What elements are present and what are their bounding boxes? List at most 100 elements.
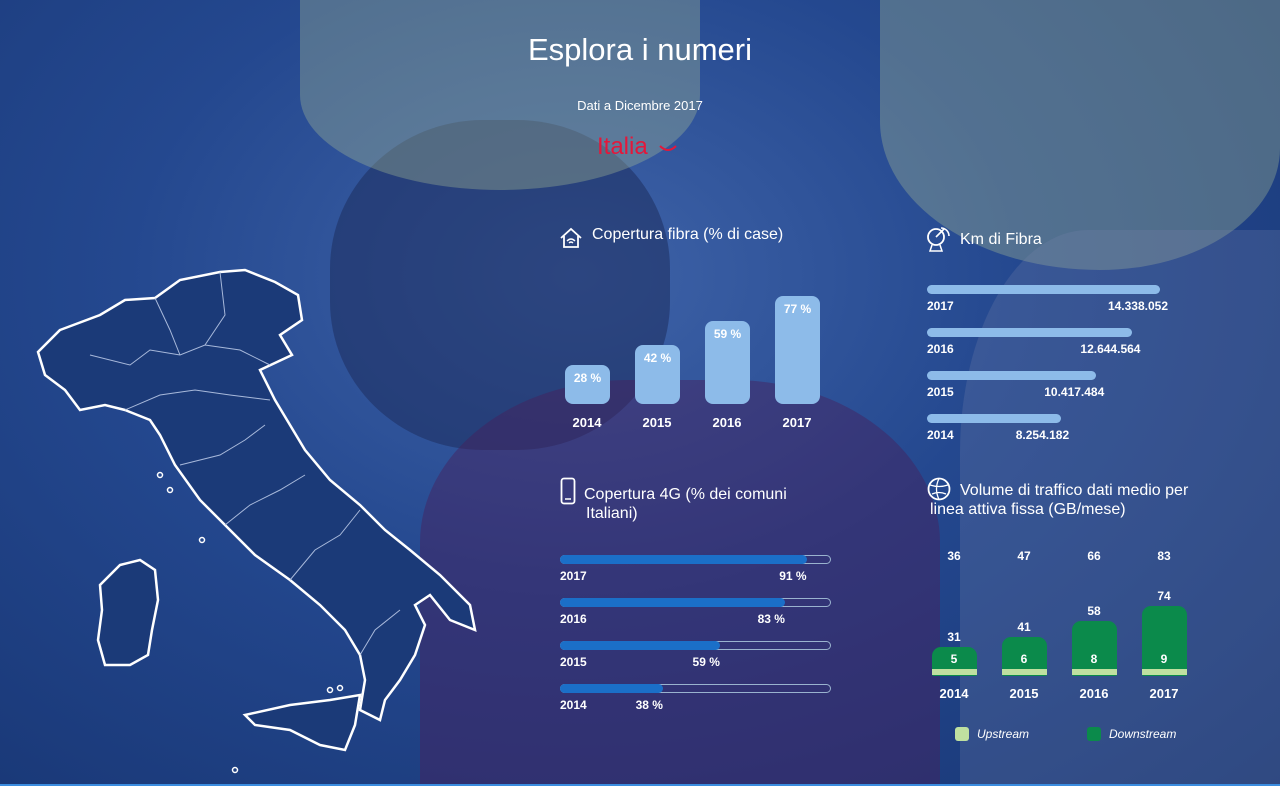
legend-downstream-label: Downstream — [1109, 727, 1177, 741]
traffic-year-label: 2015 — [1009, 686, 1039, 701]
fibra-year-label: 2014 — [572, 415, 602, 430]
traffic-upstream-bar — [1072, 669, 1117, 675]
coverage-4g-header: Copertura 4G (% dei comuni Italiani) — [560, 477, 787, 523]
km-fibra-bar — [927, 285, 1160, 294]
coverage-4g-title-line1: Copertura 4G (% dei comuni — [584, 486, 787, 503]
traffic-upstream-bar — [932, 669, 977, 675]
traffic-year-label: 2014 — [939, 686, 969, 701]
fibra-bar-label: 28 % — [573, 370, 602, 385]
km-fibra-year-label: 2016 — [927, 342, 954, 356]
coverage-4g-year-label: 2016 — [560, 612, 587, 626]
traffic-volume-header: Volume di traffico dati medio per linea … — [926, 476, 1188, 519]
traffic-year-label: 2016 — [1079, 686, 1109, 701]
traffic-upstream-label: 5 — [950, 652, 958, 666]
km-fibra-bar — [927, 414, 1062, 423]
km-fibra-year-label: 2017 — [927, 299, 954, 313]
km-fibra-value-label: 10.417.484 — [1044, 385, 1105, 399]
background-worker-right — [960, 230, 1280, 786]
island-dot — [231, 766, 239, 774]
traffic-total-label: 36 — [947, 549, 961, 563]
coverage-4g-bar — [560, 555, 807, 564]
background-worker-left — [330, 120, 670, 450]
island-dot — [198, 536, 206, 544]
coverage-4g-value-label: 59 % — [692, 655, 720, 669]
fibra-bar: 77 % — [775, 296, 820, 404]
km-fibra-header: Km di Fibra — [924, 225, 1042, 258]
traffic-upstream-bar — [1002, 669, 1047, 675]
island-dot — [326, 686, 334, 694]
coverage-4g-value-label: 83 % — [757, 612, 785, 626]
traffic-volume-title-line2: linea attiva fissa (GB/mese) — [930, 501, 1126, 518]
fibra-bar: 28 % — [565, 364, 610, 404]
smartphone-icon — [560, 477, 576, 510]
coverage-4g-bar — [560, 598, 785, 607]
page-title: Esplora i numeri — [528, 32, 752, 67]
traffic-volume-title-line1: Volume di traffico dati medio per — [960, 482, 1189, 499]
globe-icon — [926, 476, 952, 507]
km-fibra-year-label: 2014 — [927, 428, 954, 442]
coverage-4g-year-label: 2014 — [560, 698, 587, 712]
region-dropdown[interactable]: Italia — [597, 133, 678, 161]
italy-map[interactable] — [30, 260, 480, 780]
traffic-downstream-bar — [1072, 621, 1117, 676]
traffic-year-label: 2017 — [1149, 686, 1179, 701]
coverage-4g-bar — [560, 641, 720, 650]
legend-upstream-label: Upstream — [977, 727, 1030, 741]
km-fibra-bar — [927, 371, 1097, 380]
km-fibra-value-label: 14.338.052 — [1107, 299, 1168, 313]
sicily-shape — [242, 693, 362, 752]
km-fibra-value-label: 8.254.182 — [1015, 428, 1070, 442]
region-borders — [89, 271, 401, 656]
km-fibra-value-label: 12.644.564 — [1080, 342, 1141, 356]
background-shirt — [420, 380, 940, 786]
data-date-subtitle: Dati a Dicembre 2017 — [577, 98, 703, 113]
coverage-4g-value-label: 91 % — [779, 569, 807, 583]
fibra-coverage-title: Copertura fibra (% di case) — [592, 226, 784, 243]
traffic-downstream-label: 41 — [1017, 620, 1031, 635]
traffic-upstream-bar — [1142, 669, 1187, 675]
traffic-downstream-label: 31 — [947, 629, 961, 644]
island-dot — [166, 486, 174, 494]
fibra-bar-label: 59 % — [713, 327, 742, 342]
island-dot — [156, 471, 164, 479]
coverage-4g-year-label: 2017 — [560, 569, 587, 583]
km-fibra-year-label: 2015 — [927, 385, 954, 399]
legend-upstream-swatch — [955, 727, 969, 741]
traffic-total-label: 47 — [1017, 549, 1031, 563]
traffic-downstream-label: 74 — [1157, 589, 1171, 603]
traffic-upstream-label: 9 — [1160, 652, 1168, 666]
traffic-upstream-label: 8 — [1090, 652, 1098, 666]
traffic-downstream-label: 58 — [1087, 604, 1101, 619]
satellite-dish-icon — [924, 225, 952, 258]
coverage-4g-title-line2: Italiani) — [586, 505, 638, 522]
sardinia-shape — [96, 558, 160, 667]
coverage-4g-bar — [560, 684, 663, 693]
traffic-total-label: 66 — [1087, 549, 1101, 563]
fibra-bar: 42 % — [635, 345, 680, 404]
fibra-coverage-header: Copertura fibra (% di case) — [558, 226, 783, 255]
traffic-total-label: 83 — [1157, 549, 1171, 563]
km-fibra-bar — [927, 328, 1133, 337]
italy-mainland-shape — [36, 268, 477, 722]
km-fibra-title: Km di Fibra — [960, 231, 1042, 248]
legend-upstream: Upstream — [955, 727, 1029, 741]
background-helmet-right — [880, 0, 1280, 270]
fibra-bar-label: 42 % — [643, 351, 672, 366]
bottom-divider — [0, 784, 1280, 786]
fibra-year-label: 2016 — [712, 415, 742, 430]
traffic-downstream-bar — [1142, 606, 1187, 676]
coverage-4g-value-label: 38 % — [635, 698, 663, 712]
legend-downstream-swatch — [1087, 727, 1101, 741]
fibra-bar: 59 % — [705, 321, 750, 404]
coverage-4g-year-label: 2015 — [560, 655, 587, 669]
fibra-year-label: 2017 — [782, 415, 812, 430]
background-helmet-left — [300, 0, 700, 190]
house-wifi-icon — [558, 226, 584, 255]
chevron-down-icon — [658, 133, 678, 161]
island-dot — [336, 684, 344, 692]
fibra-bar-label: 77 % — [783, 302, 812, 316]
legend-downstream: Downstream — [1087, 727, 1176, 741]
region-label: Italia — [597, 133, 648, 160]
fibra-year-label: 2015 — [642, 415, 672, 430]
traffic-upstream-label: 6 — [1020, 652, 1028, 666]
